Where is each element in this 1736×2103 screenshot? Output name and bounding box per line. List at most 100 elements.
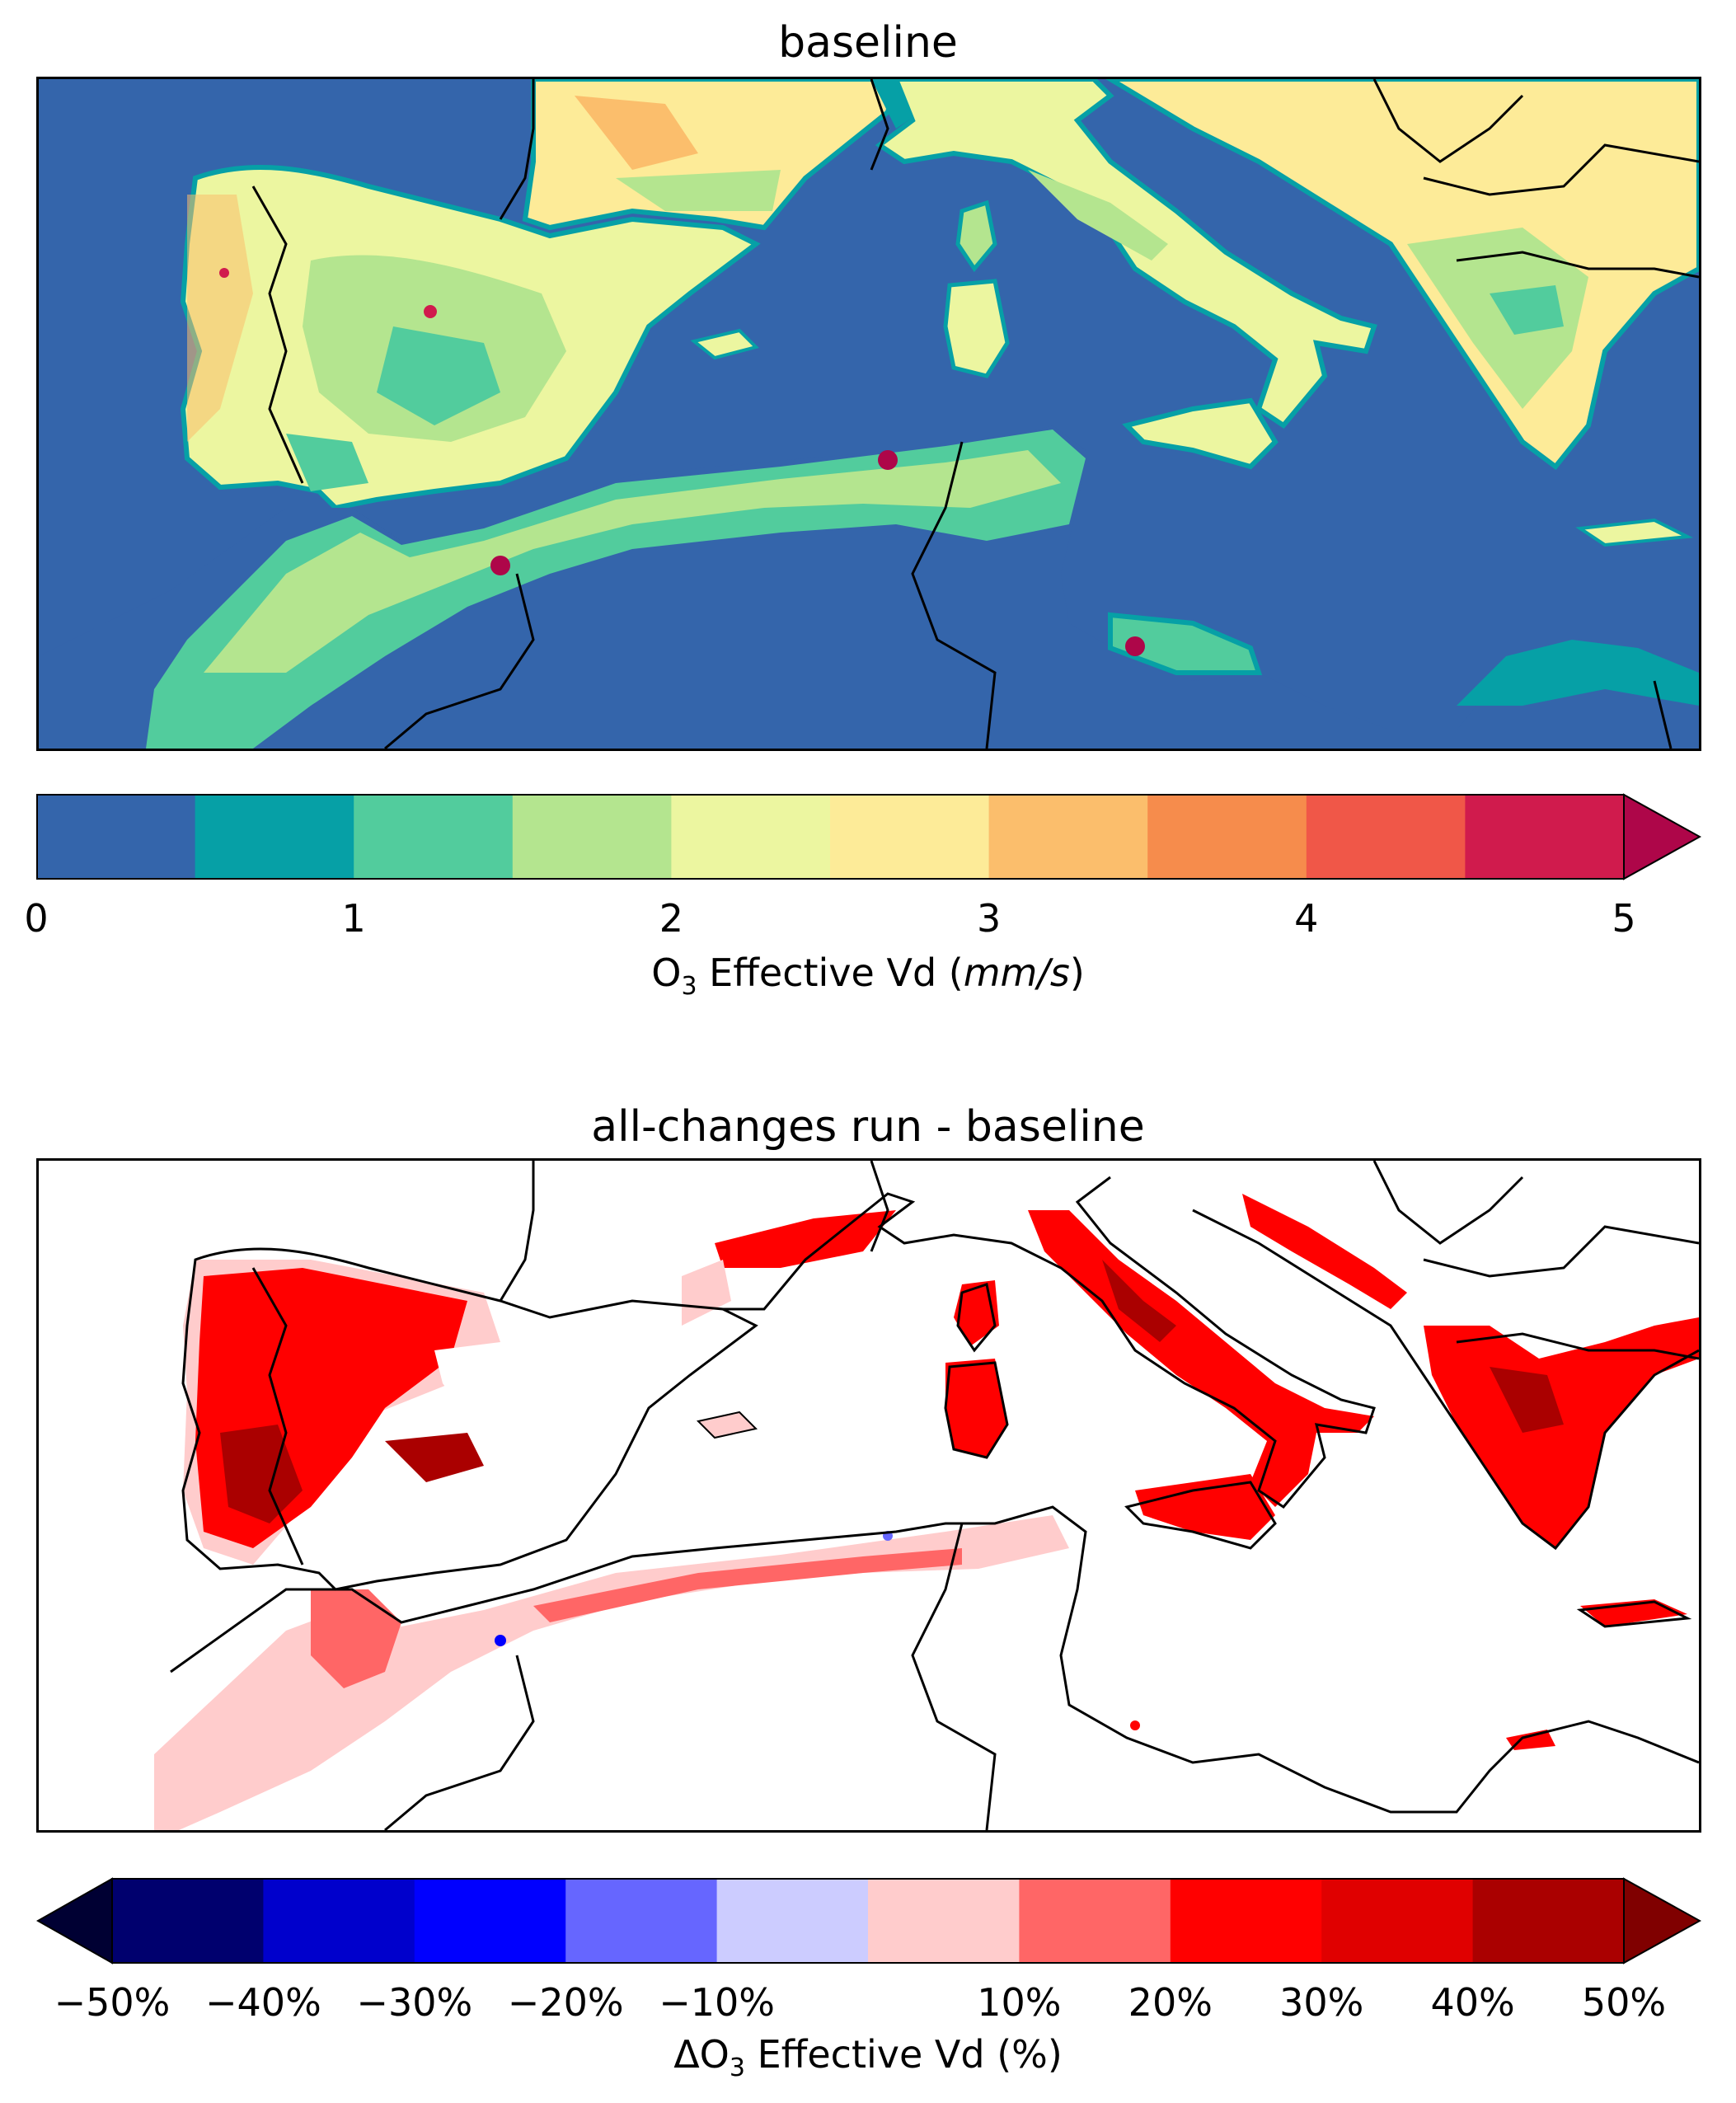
colorbar-segment: [988, 795, 1149, 879]
border-libya-egypt: [1653, 680, 1673, 749]
balearic-change: [697, 1411, 758, 1439]
border-balkans-a: [1372, 1161, 1524, 1245]
colorbar-segment: [512, 795, 673, 879]
border-balkans-1: [1372, 79, 1524, 163]
sardinia-change: [945, 1359, 1007, 1458]
colorbar-segment: [354, 795, 514, 879]
negative-spot-oran: [495, 1635, 506, 1646]
france-southwest: [575, 96, 698, 170]
coast-crete: [1576, 1600, 1692, 1628]
border-algeria-tunisia: [911, 441, 997, 749]
border-spain-france-2: [499, 1161, 535, 1302]
colorbar-segment: [1170, 1879, 1323, 1963]
colorbar-segment: [565, 1879, 718, 1963]
italy-change-dark: [1102, 1260, 1176, 1342]
change-spot-tripoli: [1130, 1720, 1140, 1730]
colorbar-segment: [112, 1879, 265, 1963]
iberia-change-dark2: [385, 1433, 484, 1482]
colorbar-segment: [1465, 795, 1625, 879]
iberia-southwest: [286, 434, 368, 491]
italy-apennines: [1028, 170, 1168, 261]
baseline-map: [36, 77, 1701, 751]
border-france-italy: [870, 79, 889, 171]
libya-east-change: [1506, 1730, 1555, 1750]
greece-change: [1424, 1317, 1699, 1548]
coast-sicily: [1124, 1481, 1277, 1550]
north-africa-land: [39, 425, 1699, 749]
colorbar-tick-label: −30%: [356, 1980, 473, 2025]
border-algeria-morocco: [384, 573, 535, 749]
colorbar-over-arrow: [1623, 1877, 1702, 1965]
colorbar-tick-label: 50%: [1581, 1980, 1667, 2025]
colorbar-under-arrow: [35, 1877, 113, 1965]
colorbar-tick-label: −20%: [507, 1980, 624, 2025]
coast-balkans: [1192, 1209, 1699, 1551]
libya-east-coast: [1457, 640, 1699, 706]
border-france-italy-2: [870, 1161, 889, 1252]
crete-land: [1575, 518, 1694, 547]
france-south: [616, 170, 781, 211]
corsica-land: [955, 200, 997, 273]
border-balkans-2: [1423, 143, 1699, 196]
morocco-change: [311, 1589, 401, 1688]
libya-coast: [1108, 612, 1263, 675]
baseline-colorbar: [36, 793, 1702, 887]
border-algeria-tunisia-2: [911, 1523, 997, 1830]
colorbar-segment: [1306, 795, 1466, 879]
sicily-change: [1135, 1474, 1275, 1540]
hotspot-algiers: [878, 450, 898, 470]
baseline-colorbar-svg: [36, 793, 1702, 880]
maghreb-coast: [146, 430, 1086, 749]
balkans-green: [1407, 228, 1588, 409]
colorbar-segment: [263, 1879, 415, 1963]
border-algeria-morocco-2: [384, 1655, 535, 1830]
colorbar-segment: [414, 1879, 567, 1963]
colorbar-tick-label: 2: [659, 896, 684, 941]
hotspot-madrid: [424, 305, 437, 318]
coast-iberia: [181, 1247, 758, 1591]
coast-corsica: [956, 1283, 997, 1353]
difference-colorbar-svg: [35, 1877, 1702, 1965]
colorbar-segment: [716, 1879, 869, 1963]
border-spain-portugal: [251, 185, 304, 484]
border-spain-portugal-2: [251, 1267, 304, 1566]
portugal-coast: [187, 195, 253, 442]
border-balkans-b: [1423, 1225, 1699, 1278]
colorbar-tick-label: 0: [24, 896, 49, 941]
greece-change-dark: [1490, 1367, 1564, 1433]
difference-map: [36, 1158, 1701, 1833]
maghreb-change-mid: [533, 1548, 962, 1622]
colorbar-tick-label: 3: [976, 896, 1002, 941]
balearic-islands: [690, 328, 759, 360]
sardinia-land: [943, 279, 1010, 378]
border-balkans-3: [1456, 251, 1699, 279]
border-spain-france: [499, 79, 535, 220]
france-coast-light: [682, 1260, 731, 1326]
colorbar-segment: [36, 795, 196, 879]
italy-land: [875, 79, 1377, 429]
colorbar-segment: [1147, 795, 1307, 879]
hotspot-lisbon: [219, 268, 229, 278]
greece-teal: [1490, 285, 1564, 335]
colorbar-segment: [1019, 1879, 1171, 1963]
border-balkans-c: [1456, 1332, 1699, 1360]
colorbar-tick-label: 10%: [977, 1980, 1062, 2025]
corsica-change: [954, 1280, 999, 1346]
iberia-central: [377, 326, 500, 425]
hotspot-tripoli: [1125, 636, 1145, 656]
colorbar-tick-label: 4: [1294, 896, 1319, 941]
colorbar-over-arrow: [1623, 793, 1702, 880]
baseline-colorbar-label: O3 Effective Vd (mm/s): [651, 951, 1085, 1002]
colorbar-tick-label: −40%: [204, 1980, 321, 2025]
colorbar-segment: [830, 795, 990, 879]
colorbar-tick-label: 1: [341, 896, 366, 941]
colorbar-tick-label: −50%: [54, 1980, 171, 2025]
coast-france: [723, 1176, 1376, 1509]
colorbar-segment: [671, 795, 831, 879]
iberia-white-gap: [434, 1342, 533, 1433]
panel1-title: baseline: [778, 18, 958, 68]
colorbar-segment: [1321, 1879, 1474, 1963]
balkans-coast-change: [1242, 1194, 1407, 1309]
coast-africa: [170, 1505, 1699, 1814]
difference-colorbar-label: ΔO3 Effective Vd (%): [673, 2032, 1063, 2083]
